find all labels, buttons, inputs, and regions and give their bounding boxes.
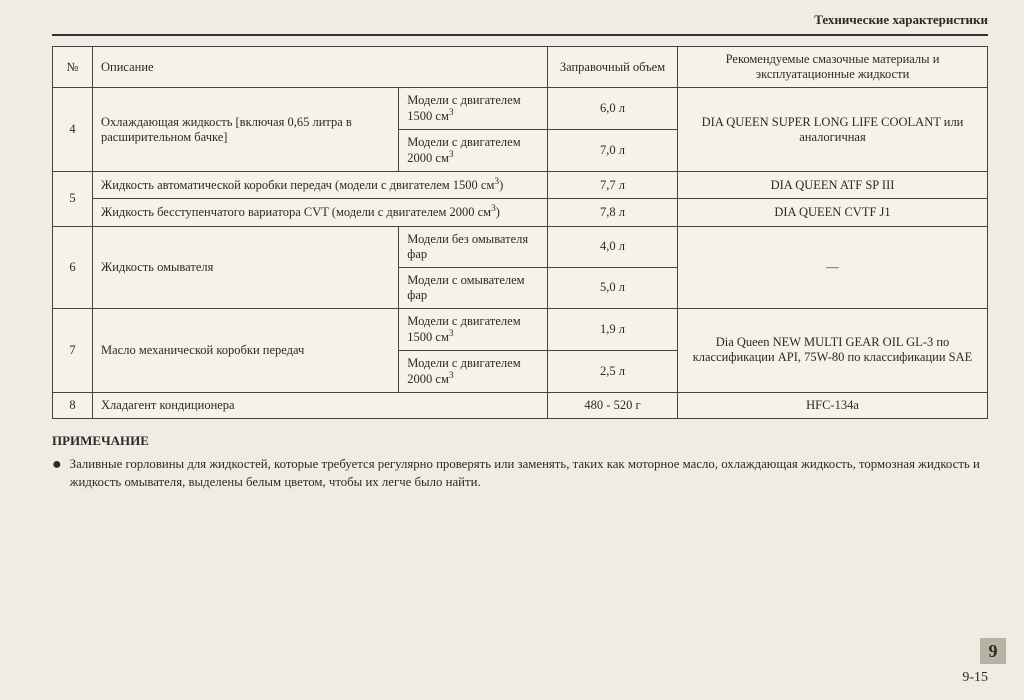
note-line: ● Заливные горловины для жидкостей, кото… [52,455,988,492]
cell-desc: Жидкость омывателя [93,226,399,308]
table-row: 4 Охлаждающая жидкость [включая 0,65 лит… [53,88,988,130]
cell-num: 7 [53,308,93,392]
table-header-row: № Описание Заправочный объем Рекомендуем… [53,47,988,88]
specs-table: № Описание Заправочный объем Рекомендуем… [52,46,988,419]
cell-desc: Масло механической коробки передач [93,308,399,392]
table-row: 5 Жидкость автоматической коробки переда… [53,172,988,199]
cell-num: 5 [53,172,93,226]
cell-rec: HFC-134a [678,392,988,418]
cell-num: 6 [53,226,93,308]
cell-rec: — [678,226,988,308]
cell-rec: Dia Queen NEW MULTI GEAR OIL GL-3 по кла… [678,308,988,392]
section-tab: 9 [980,638,1006,664]
cell-vol: 7,8 л [548,199,678,226]
bullet-icon: ● [52,457,62,473]
cell-vol: 6,0 л [548,88,678,130]
cell-num: 8 [53,392,93,418]
cell-vol: 4,0 л [548,226,678,267]
page-number: 9-15 [962,670,988,686]
col-desc: Описание [93,47,548,88]
cell-vol: 5,0 л [548,267,678,308]
cell-sub: Модели без омывателя фар [399,226,548,267]
cell-desc: Охлаждающая жидкость [включая 0,65 литра… [93,88,399,172]
cell-num: 4 [53,88,93,172]
table-row: Жидкость бесступенчатого вариатора CVT (… [53,199,988,226]
cell-rec: DIA QUEEN ATF SP III [678,172,988,199]
table-row: 8 Хладагент кондиционера 480 - 520 г HFC… [53,392,988,418]
cell-rec: DIA QUEEN CVTF J1 [678,199,988,226]
cell-desc: Жидкость бесступенчатого вариатора CVT (… [93,199,548,226]
cell-sub: Модели с двигателем 2000 см3 [399,130,548,172]
cell-vol: 480 - 520 г [548,392,678,418]
note-heading: ПРИМЕЧАНИЕ [52,433,988,449]
cell-vol: 1,9 л [548,308,678,350]
cell-vol: 7,7 л [548,172,678,199]
cell-sub: Модели с омывателем фар [399,267,548,308]
col-vol: Заправочный объем [548,47,678,88]
cell-vol: 7,0 л [548,130,678,172]
cell-sub: Модели с двигателем 1500 см3 [399,88,548,130]
col-num: № [53,47,93,88]
cell-vol: 2,5 л [548,350,678,392]
page-header: Технические характеристики [52,12,988,28]
table-row: 7 Масло механической коробки передач Мод… [53,308,988,350]
cell-sub: Модели с двигателем 1500 см3 [399,308,548,350]
cell-desc: Жидкость автоматической коробки передач … [93,172,548,199]
cell-rec: DIA QUEEN SUPER LONG LIFE COOLANT или ан… [678,88,988,172]
col-rec: Рекомендуемые смазочные материалы и эксп… [678,47,988,88]
table-row: 6 Жидкость омывателя Модели без омывател… [53,226,988,267]
cell-sub: Модели с двигателем 2000 см3 [399,350,548,392]
note-text: Заливные горловины для жидкостей, которы… [70,455,988,492]
header-rule [52,34,988,36]
cell-desc: Хладагент кондиционера [93,392,548,418]
